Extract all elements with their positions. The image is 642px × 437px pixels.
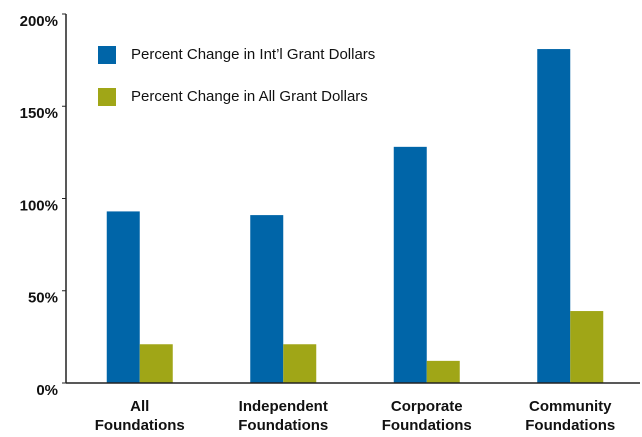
bar	[139, 344, 173, 383]
y-tick-label: 0%	[36, 382, 58, 399]
legend-label: Percent Change in Int’l Grant Dollars	[131, 46, 375, 63]
bar	[426, 360, 460, 383]
bar	[570, 311, 604, 383]
x-tick-label: Independent Foundations	[238, 398, 328, 434]
x-tick-label: All Foundations	[95, 398, 185, 434]
y-tick-label: 50%	[28, 290, 58, 307]
bar	[537, 49, 571, 384]
bar	[283, 344, 317, 383]
x-tick-label: Corporate Foundations	[382, 398, 472, 434]
legend-swatch	[98, 88, 116, 106]
bar	[250, 215, 284, 383]
bar	[106, 211, 140, 383]
legend-swatch	[98, 46, 116, 64]
y-tick-label: 100%	[20, 197, 58, 214]
x-tick-label: Community Foundations	[525, 398, 615, 434]
y-tick-label: 150%	[20, 105, 58, 122]
y-tick-label: 200%	[20, 13, 58, 30]
bar	[393, 146, 427, 383]
legend-label: Percent Change in All Grant Dollars	[131, 88, 368, 105]
